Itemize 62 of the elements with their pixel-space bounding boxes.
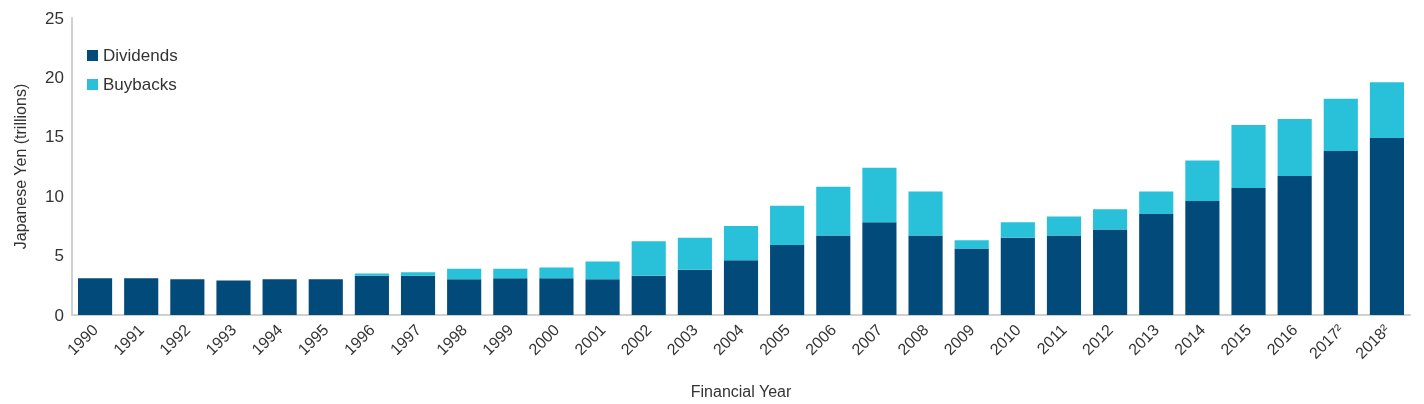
bar	[1277, 118, 1312, 176]
bar	[124, 278, 159, 315]
bar	[170, 279, 205, 315]
y-axis-title: Japanese Yen (trillions)	[11, 83, 29, 250]
legend-label: Dividends	[103, 46, 178, 65]
bar	[1323, 151, 1358, 315]
bar	[1000, 237, 1035, 315]
bar	[954, 248, 989, 315]
bar	[723, 225, 759, 261]
bar	[816, 186, 851, 236]
bar	[493, 268, 528, 279]
bar	[1231, 187, 1266, 315]
bar	[631, 275, 666, 315]
bar	[1093, 229, 1128, 315]
bar	[400, 272, 436, 276]
bar	[447, 279, 482, 315]
bar	[631, 241, 666, 276]
bar	[216, 280, 251, 315]
bar	[677, 269, 712, 315]
bar	[493, 278, 528, 315]
y-tick-label: 0	[54, 305, 64, 325]
bar	[723, 260, 759, 315]
bar	[585, 279, 620, 315]
bar	[954, 240, 989, 249]
bar	[400, 275, 436, 315]
bar	[585, 261, 620, 280]
bar	[1046, 235, 1082, 315]
bar	[816, 235, 851, 315]
bar	[908, 235, 943, 315]
bar	[1185, 160, 1220, 201]
y-tick-label: 25	[45, 8, 64, 28]
bar	[539, 278, 574, 315]
bar	[308, 279, 343, 315]
bar	[1369, 82, 1404, 138]
bar	[1369, 137, 1404, 315]
x-axis-title: Financial Year	[690, 382, 792, 400]
bar	[1093, 209, 1128, 230]
bar	[78, 278, 113, 315]
bar	[862, 167, 897, 223]
y-tick-label: 10	[45, 186, 64, 206]
bar	[354, 275, 389, 315]
bar	[1323, 98, 1358, 152]
legend-label: Buybacks	[103, 75, 177, 94]
bar	[1185, 200, 1220, 315]
bar	[447, 268, 482, 280]
bar	[354, 273, 389, 276]
bar	[770, 244, 805, 315]
bar	[1046, 216, 1082, 236]
bar	[1000, 222, 1035, 238]
bar	[262, 279, 297, 315]
y-tick-label: 15	[45, 127, 64, 147]
bar	[1231, 124, 1266, 188]
bar	[862, 222, 897, 315]
y-tick-label: 5	[54, 246, 64, 266]
bar	[1277, 176, 1312, 315]
bar	[1139, 214, 1174, 315]
y-tick-label: 20	[45, 67, 64, 87]
bar	[539, 267, 574, 279]
bar	[1139, 191, 1174, 215]
bar	[908, 191, 943, 236]
bar	[770, 205, 805, 245]
bar	[677, 237, 712, 270]
